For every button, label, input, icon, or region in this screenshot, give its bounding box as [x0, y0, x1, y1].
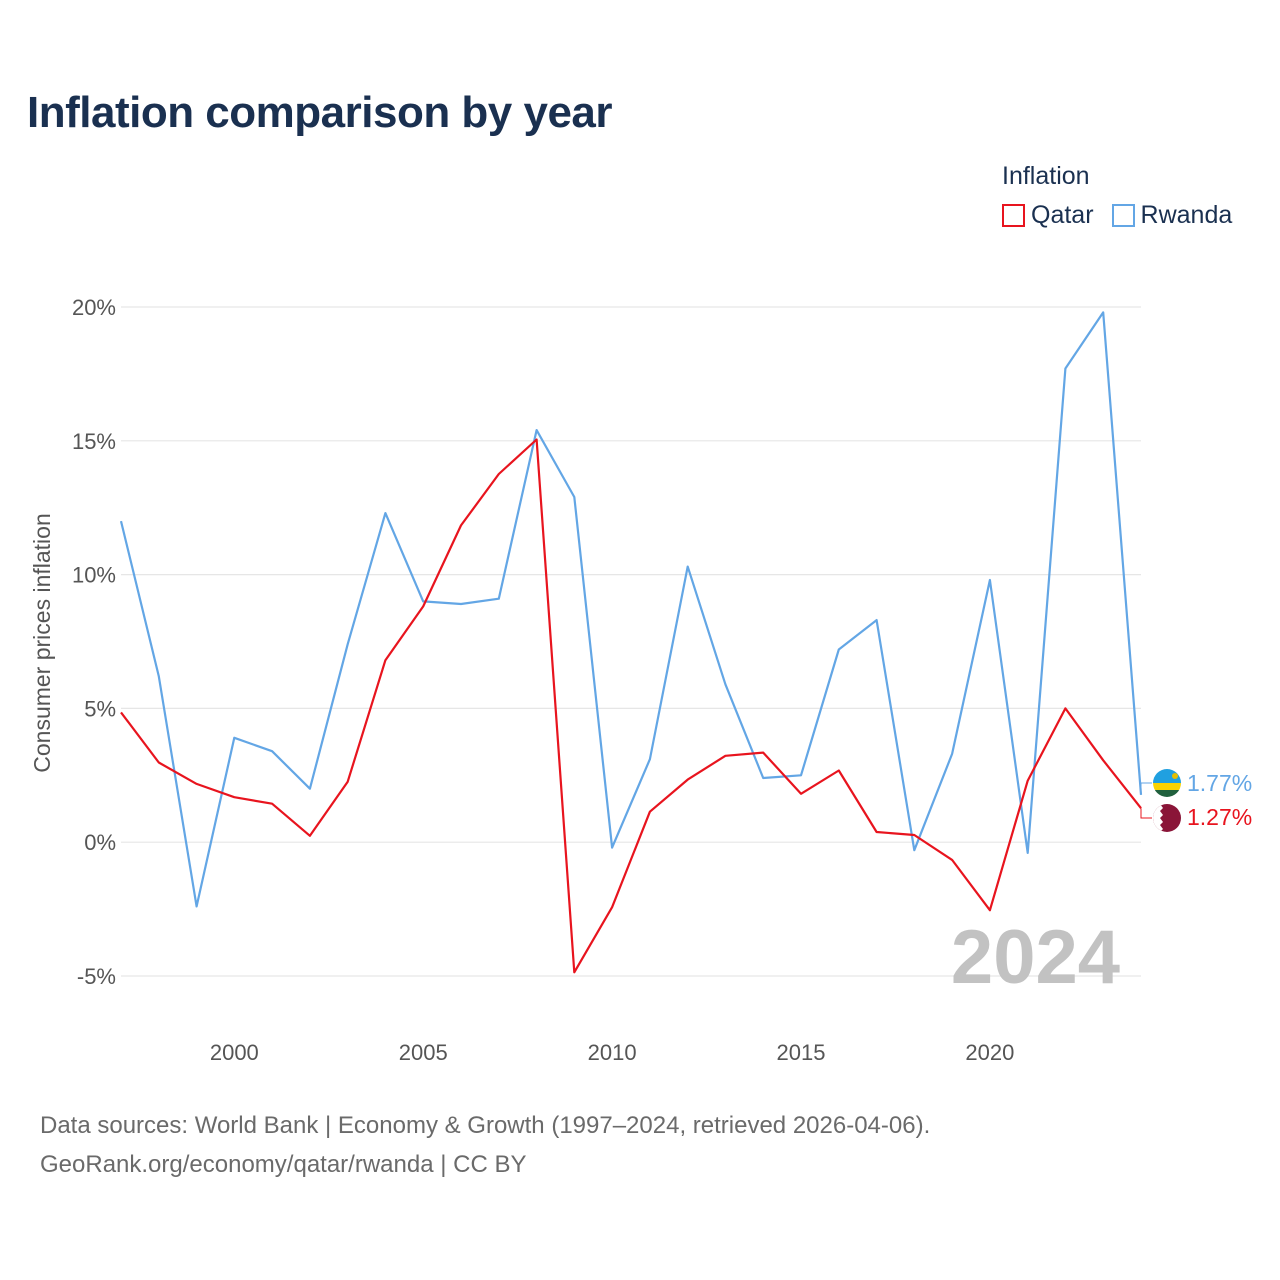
- legend-label-rwanda: Rwanda: [1140, 201, 1233, 229]
- end-label-qatar: 1.27%: [1187, 804, 1252, 830]
- legend-entry-rwanda[interactable]: Rwanda: [1111, 201, 1233, 230]
- y-tick-label: 15%: [72, 429, 116, 454]
- legend-label-qatar: Qatar: [1031, 201, 1094, 229]
- connector-rwanda: [1140, 782, 1152, 795]
- source-line-1: Data sources: World Bank | Economy & Gro…: [40, 1112, 931, 1139]
- y-tick-label: 5%: [84, 696, 116, 721]
- y-tick-label: -5%: [77, 964, 116, 989]
- x-axis-ticks: 2000 2005 2010 2015 2020: [210, 1040, 1015, 1065]
- y-tick-label: 20%: [72, 295, 116, 320]
- legend-swatch-rwanda: [1111, 204, 1135, 227]
- series-lines: [119, 311, 1143, 974]
- x-tick-label: 2015: [777, 1040, 826, 1065]
- legend-entry-qatar[interactable]: Qatar: [1002, 201, 1094, 230]
- rwanda-flag-icon: [1153, 769, 1181, 797]
- end-label-rwanda: 1.77%: [1187, 770, 1252, 796]
- y-tick-label: 10%: [72, 563, 116, 588]
- qatar-flag-icon: [1153, 804, 1181, 832]
- end-label-connectors: [1140, 782, 1152, 819]
- legend-entries: Qatar Rwanda: [1002, 201, 1250, 230]
- y-tick-label: 0%: [84, 830, 116, 855]
- series-line-qatar[interactable]: [120, 438, 1142, 974]
- x-tick-label: 2005: [399, 1040, 448, 1065]
- gridlines: [121, 306, 1141, 977]
- legend: Inflation Qatar Rwanda: [1002, 162, 1250, 230]
- legend-title: Inflation: [1002, 162, 1090, 190]
- year-watermark: 2024: [951, 915, 1120, 1000]
- x-tick-label: 2020: [965, 1040, 1014, 1065]
- legend-swatch-qatar: [1002, 204, 1025, 227]
- x-tick-label: 2010: [588, 1040, 637, 1065]
- series-line-rwanda[interactable]: [119, 311, 1143, 908]
- y-axis-ticks: 20% 15% 10% 5% 0% -5%: [72, 295, 116, 989]
- source-line-2[interactable]: GeoRank.org/economy/qatar/rwanda | CC BY: [40, 1151, 527, 1178]
- y-axis-title: Consumer prices inflation: [29, 513, 55, 773]
- source-note: Data sources: World Bank | Economy & Gro…: [40, 1106, 930, 1184]
- x-tick-label: 2000: [210, 1040, 259, 1065]
- connector-qatar: [1140, 808, 1152, 819]
- chart-title: Inflation comparison by year: [27, 88, 613, 137]
